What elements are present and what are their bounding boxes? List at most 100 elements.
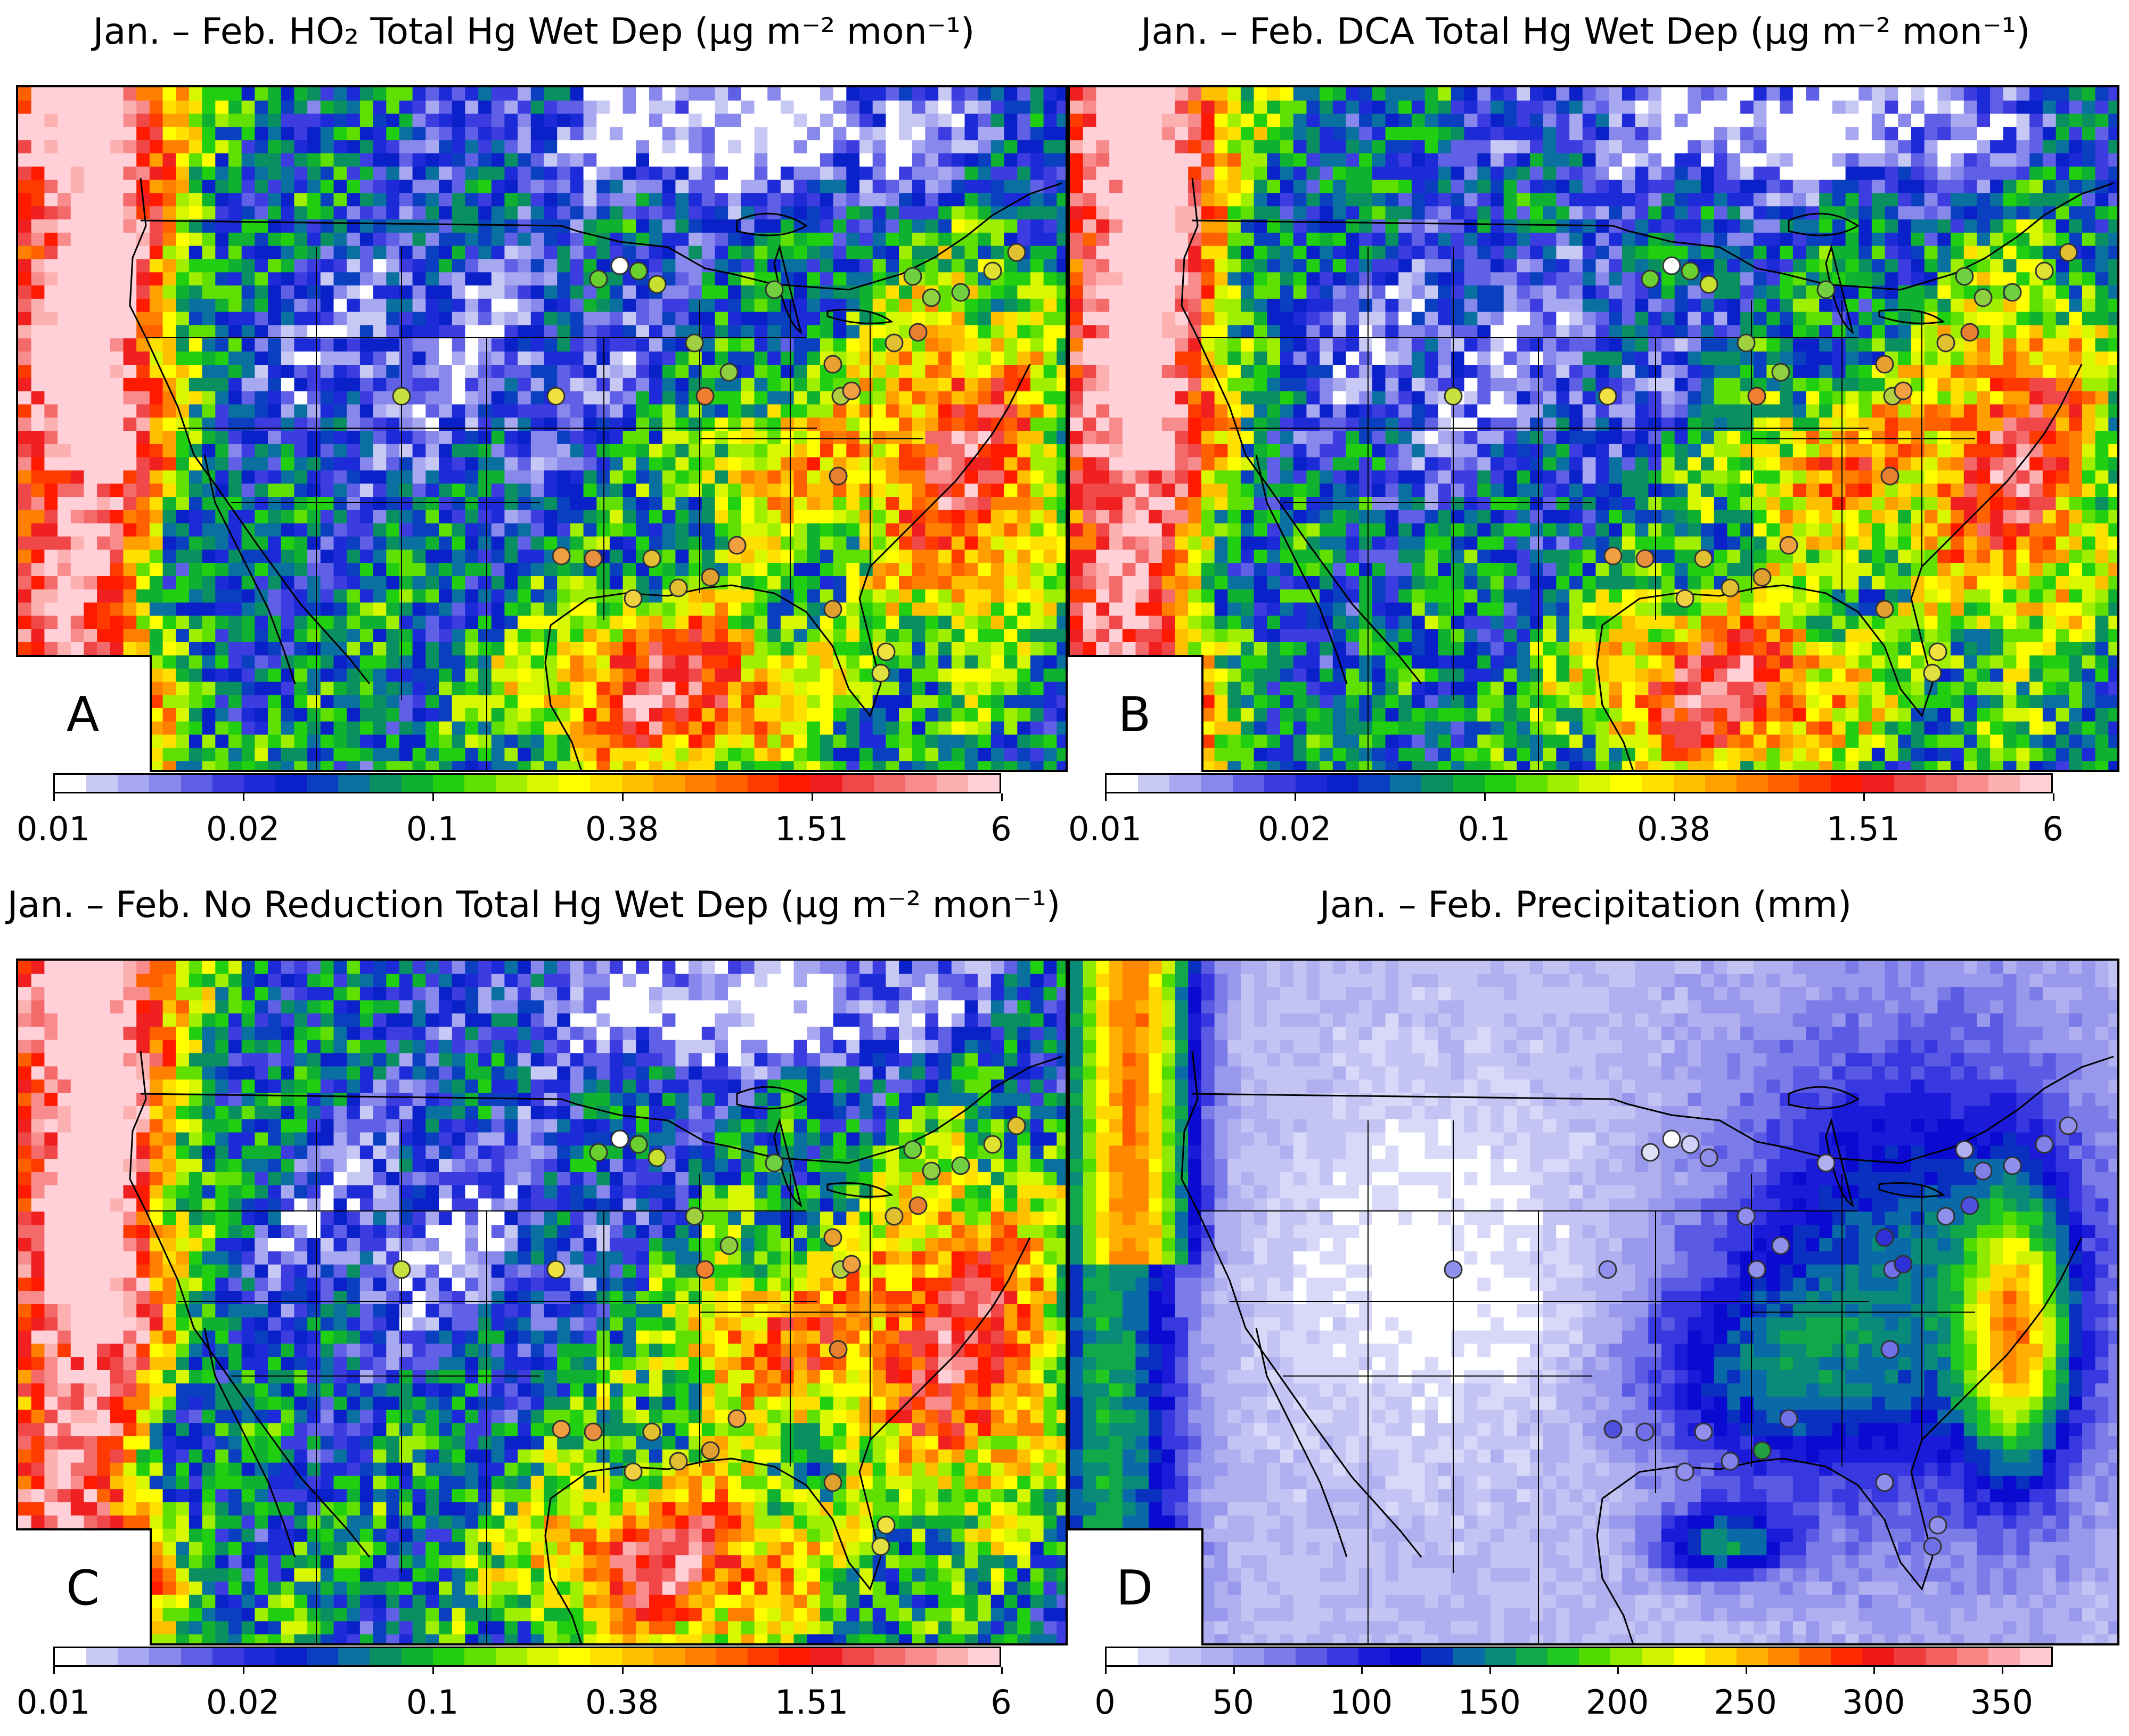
- station-marker: [589, 1143, 608, 1162]
- panel-d: Jan. – Feb. Precipitation (mm) D 0 50 100 1…: [1052, 873, 2119, 1736]
- colorbar-tick-label: 350: [1970, 1683, 2033, 1722]
- colorbar-tick: [2053, 793, 2054, 801]
- colorbar-swatch: [716, 775, 748, 792]
- station-marker: [1737, 333, 1756, 353]
- station-marker: [1974, 288, 1993, 307]
- field-grid: [1070, 87, 2117, 770]
- colorbar-swatch: [1484, 1648, 1516, 1665]
- station-marker: [1928, 642, 1947, 661]
- colorbar-swatch: [1831, 1648, 1863, 1665]
- station-marker: [1747, 1260, 1766, 1279]
- station-marker: [903, 267, 922, 286]
- colorbar-tick-label: 0.1: [406, 1683, 459, 1722]
- station-marker: [1816, 1153, 1836, 1173]
- station-markers: [392, 243, 1026, 683]
- colorbar-tick: [1617, 1667, 1619, 1674]
- colorbar-swatch: [1484, 775, 1516, 792]
- colorbar-swatch: [1547, 1648, 1579, 1665]
- colorbar-tick: [243, 1667, 244, 1674]
- station-marker: [1662, 1129, 1681, 1149]
- colorbar-swatch: [527, 775, 559, 792]
- colorbar-swatch: [1547, 775, 1579, 792]
- colorbar-tick-label: 0: [1094, 1683, 1116, 1722]
- colorbar-swatch: [1579, 1648, 1611, 1665]
- colorbar-swatch: [968, 1648, 1000, 1665]
- colorbar-tick: [622, 793, 624, 801]
- colorbar-swatch: [1831, 775, 1863, 792]
- colorbar-tick: [1105, 1667, 1107, 1674]
- colorbar-swatch: [1894, 1648, 1926, 1665]
- station-marker: [1875, 1473, 1894, 1492]
- colorbar-tick: [243, 793, 244, 801]
- colorbar-swatch: [1767, 775, 1800, 792]
- colorbar-swatch: [212, 1648, 244, 1665]
- colorbar-swatch: [1138, 775, 1170, 792]
- station-marker: [669, 1452, 688, 1471]
- field-grid: [1070, 961, 2117, 1643]
- colorbar-swatch: [936, 1648, 969, 1665]
- colorbar-swatch: [1862, 775, 1894, 792]
- colorbar-swatch: [842, 1648, 874, 1665]
- station-marker: [685, 1207, 704, 1226]
- station-marker: [765, 1153, 784, 1173]
- colorbar-swatch: [1705, 775, 1737, 792]
- station-marker: [629, 261, 648, 281]
- colorbar-swatch: [748, 775, 780, 792]
- colorbar-swatch: [1767, 1648, 1800, 1665]
- station-marker: [2003, 283, 2022, 302]
- colorbar-swatch: [621, 1648, 653, 1665]
- colorbar-tick-label: 0.01: [16, 809, 91, 848]
- colorbar-swatch: [1453, 775, 1485, 792]
- station-marker: [1923, 664, 1942, 683]
- station-marker: [669, 578, 688, 597]
- colorbar-swatch: [559, 1648, 591, 1665]
- colorbar-swatch: [2020, 775, 2052, 792]
- field-grid: [18, 87, 1066, 770]
- colorbar-swatch: [1453, 1648, 1485, 1665]
- colorbar-swatch: [432, 775, 464, 792]
- colorbar-tick: [1484, 793, 1486, 801]
- station-marker: [1681, 1135, 1700, 1154]
- map-frame: [1068, 959, 2119, 1645]
- panel-letter: A: [16, 655, 152, 772]
- colorbar-tick-label: 250: [1714, 1683, 1777, 1722]
- colorbar-swatch: [1326, 1648, 1359, 1665]
- station-marker: [701, 568, 720, 587]
- colorbar-swatch: [118, 775, 150, 792]
- field-grid: [18, 961, 1066, 1643]
- station-marker: [1753, 568, 1772, 587]
- station-marker: [903, 1140, 922, 1159]
- station-marker: [1681, 261, 1700, 281]
- station-marker: [908, 323, 928, 342]
- station-marker: [695, 1260, 715, 1279]
- station-marker: [823, 600, 842, 619]
- colorbar-tick: [2001, 1667, 2003, 1674]
- colorbar-tick-label: 0.01: [16, 1683, 91, 1722]
- colorbar-swatch: [1642, 1648, 1674, 1665]
- station-marker: [1603, 546, 1623, 566]
- colorbar-tick-label: 50: [1212, 1683, 1254, 1722]
- colorbar-swatch: [275, 1648, 307, 1665]
- colorbar-swatch: [1326, 775, 1359, 792]
- map-frame: [16, 85, 1068, 772]
- colorbar-swatch: [338, 775, 370, 792]
- panel-letter: C: [16, 1528, 152, 1645]
- colorbar-swatch: [684, 775, 716, 792]
- station-marker: [908, 1196, 928, 1215]
- station-marker: [1974, 1161, 1993, 1181]
- map-field: [18, 87, 1066, 770]
- station-marker: [1894, 381, 1913, 400]
- colorbar-swatch: [1169, 775, 1201, 792]
- colorbar-swatch: [432, 1648, 464, 1665]
- colorbar-swatch: [1421, 775, 1453, 792]
- colorbar-swatch: [1610, 775, 1642, 792]
- station-marker: [951, 1156, 970, 1175]
- station-marker: [695, 387, 715, 406]
- colorbar-swatch: [1169, 1648, 1201, 1665]
- station-marker: [1747, 387, 1766, 406]
- station-marker: [629, 1135, 648, 1154]
- station-marker: [1955, 267, 1974, 286]
- colorbar-swatch: [1988, 1648, 2020, 1665]
- colorbar-swatch: [590, 1648, 622, 1665]
- station-marker: [624, 1462, 643, 1481]
